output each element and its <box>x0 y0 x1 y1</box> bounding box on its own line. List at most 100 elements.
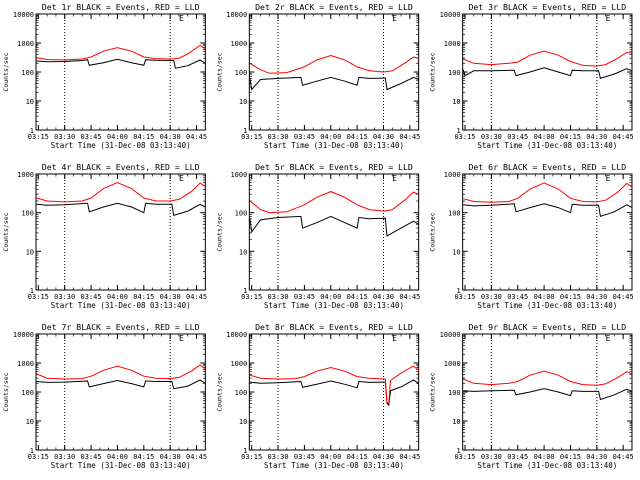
x-tick-label: 03:30 <box>268 133 289 141</box>
x-axis-label: Start Time (31-Dec-08 03:13:40) <box>51 301 191 310</box>
y-tick-label: 1000 <box>230 360 247 368</box>
y-tick-label: 1000 <box>230 171 247 179</box>
panel-det-2: Det 2r BLACK = Events, RED = LLD 1 10 100 10… <box>215 2 420 150</box>
x-tick-label: 03:45 <box>507 133 528 141</box>
y-tick-label: 10 <box>239 248 247 256</box>
x-tick-label: 03:30 <box>481 133 502 141</box>
y-tick-label: 10000 <box>440 331 461 339</box>
y-tick-label: 10000 <box>226 331 247 339</box>
x-tick-label: 04:15 <box>133 293 154 301</box>
x-tick-label: 04:00 <box>107 293 128 301</box>
series-line-lld <box>463 370 633 386</box>
y-tick-label: 1 <box>456 447 460 455</box>
x-axis-label: Start Time (31-Dec-08 03:13:40) <box>477 461 617 470</box>
y-tick-label: 1 <box>243 447 247 455</box>
y-tick-label: 1000 <box>444 171 461 179</box>
corner-mark: E <box>179 14 184 23</box>
y-tick-label: 1 <box>456 287 460 295</box>
x-tick-label: 04:30 <box>373 133 394 141</box>
panel-title: Det 7r BLACK = Events, RED = LLD <box>42 322 200 332</box>
x-tick-label: 03:45 <box>81 293 102 301</box>
series-line-events <box>249 215 419 237</box>
y-tick-label: 10 <box>239 418 247 426</box>
x-axis-label: Start Time (31-Dec-08 03:13:40) <box>264 301 404 310</box>
y-tick-label: 10 <box>239 98 247 106</box>
x-tick-label: 04:45 <box>399 133 420 141</box>
panel-title: Det 8r BLACK = Events, RED = LLD <box>255 322 413 332</box>
x-tick-label: 04:30 <box>160 293 181 301</box>
x-tick-label: 04:00 <box>107 453 128 461</box>
y-tick-label: 100 <box>21 210 34 218</box>
x-tick-label: 03:30 <box>54 133 75 141</box>
y-tick-label: 100 <box>235 389 248 397</box>
y-axis-label: Counts/sec <box>429 212 437 251</box>
x-tick-label: 04:30 <box>586 453 607 461</box>
y-tick-label: 10000 <box>440 11 461 19</box>
x-tick-label: 04:15 <box>133 133 154 141</box>
y-tick-label: 1000 <box>444 360 461 368</box>
x-tick-label: 04:45 <box>399 453 420 461</box>
panel-det-9: Det 9r BLACK = Events, RED = LLD 1 10 100 10… <box>429 322 634 470</box>
y-tick-label: 1000 <box>17 360 34 368</box>
x-tick-label: 04:30 <box>160 453 181 461</box>
x-tick-label: 03:45 <box>81 133 102 141</box>
panel-det-3: Det 3r BLACK = Events, RED = LLD 1 10 100 10… <box>429 2 634 150</box>
y-tick-label: 10 <box>26 98 34 106</box>
x-tick-label: 04:15 <box>560 293 581 301</box>
series-line-events <box>463 388 633 401</box>
x-tick-label: 04:45 <box>613 293 634 301</box>
y-tick-label: 100 <box>21 389 34 397</box>
series-line-lld <box>463 50 633 67</box>
series-line-lld <box>36 182 206 203</box>
corner-mark: E <box>392 174 397 183</box>
panel-det-7: Det 7r BLACK = Events, RED = LLD 1 10 100 10… <box>2 322 207 470</box>
series-line-events <box>249 76 419 91</box>
y-tick-label: 10000 <box>13 11 34 19</box>
y-tick-label: 1 <box>30 127 34 135</box>
corner-mark: E <box>606 334 611 343</box>
series-line-lld <box>463 182 633 203</box>
x-tick-label: 04:30 <box>160 133 181 141</box>
x-tick-label: 03:15 <box>454 293 475 301</box>
panel-det-8: Det 8r BLACK = Events, RED = LLD 1 10 100 10… <box>215 322 420 470</box>
x-tick-label: 03:30 <box>481 293 502 301</box>
x-tick-label: 03:15 <box>28 133 49 141</box>
y-axis-label: Counts/sec <box>429 372 437 411</box>
y-axis-label: Counts/sec <box>215 212 223 251</box>
x-tick-label: 03:45 <box>294 133 315 141</box>
x-axis-label: Start Time (31-Dec-08 03:13:40) <box>51 141 191 150</box>
plot-frame <box>248 173 420 291</box>
panel-det-1: Det 1r BLACK = Events, RED = LLD 1 10 100 10… <box>2 2 207 150</box>
x-tick-label: 03:30 <box>481 453 502 461</box>
series-line-lld <box>36 364 206 380</box>
x-tick-label: 03:15 <box>241 133 262 141</box>
x-tick-label: 04:00 <box>320 453 341 461</box>
series-line-lld <box>249 365 420 405</box>
panel-det-5: Det 5r BLACK = Events, RED = LLD 1 10 100 10… <box>215 162 420 310</box>
y-tick-label: 10 <box>452 98 460 106</box>
y-tick-label: 1 <box>30 447 34 455</box>
x-tick-label: 04:45 <box>613 453 634 461</box>
x-axis-label: Start Time (31-Dec-08 03:13:40) <box>51 461 191 470</box>
y-tick-label: 10000 <box>13 331 34 339</box>
y-tick-label: 10 <box>452 418 460 426</box>
x-tick-label: 03:30 <box>268 293 289 301</box>
y-tick-label: 100 <box>21 69 34 77</box>
x-tick-label: 04:15 <box>347 293 368 301</box>
y-tick-label: 1 <box>243 287 247 295</box>
x-tick-label: 03:30 <box>54 293 75 301</box>
y-tick-label: 100 <box>235 210 248 218</box>
x-tick-label: 04:45 <box>186 453 207 461</box>
panel-title: Det 9r BLACK = Events, RED = LLD <box>468 322 626 332</box>
x-tick-label: 03:15 <box>241 293 262 301</box>
y-tick-label: 1 <box>243 127 247 135</box>
x-tick-label: 03:30 <box>268 453 289 461</box>
x-tick-label: 03:15 <box>241 453 262 461</box>
y-axis-label: Counts/sec <box>2 212 10 251</box>
x-tick-label: 04:45 <box>613 133 634 141</box>
corner-mark: E <box>392 334 397 343</box>
x-tick-label: 04:30 <box>586 293 607 301</box>
x-tick-label: 03:45 <box>507 293 528 301</box>
